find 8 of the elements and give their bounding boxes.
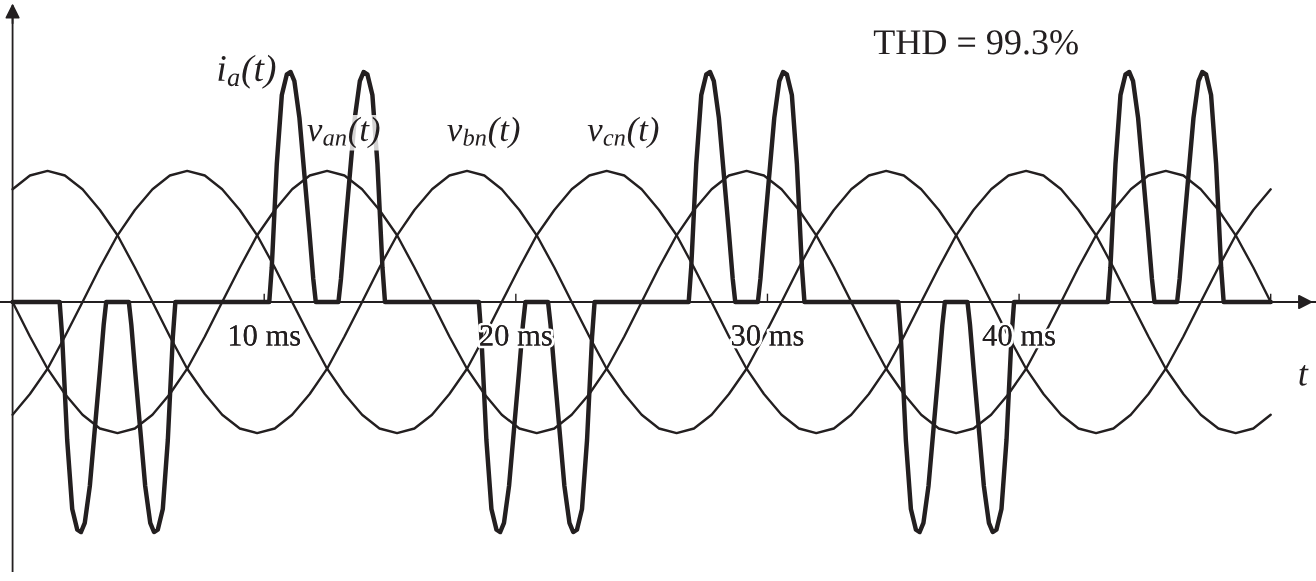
text: THD = 99.3% [873,30,1078,55]
annotation: i$_{a}$(t) [218,54,276,89]
x-axis-title: t [1299,364,1309,386]
annotation: v$_{bn}$(t) [447,116,520,149]
annotation: v$_{cn}$(t) [587,116,659,149]
x-tick-label: 10 ms [229,325,301,346]
annotation: v$_{an}$(t) [307,116,380,149]
x-tick-label: 30 ms [731,325,804,346]
